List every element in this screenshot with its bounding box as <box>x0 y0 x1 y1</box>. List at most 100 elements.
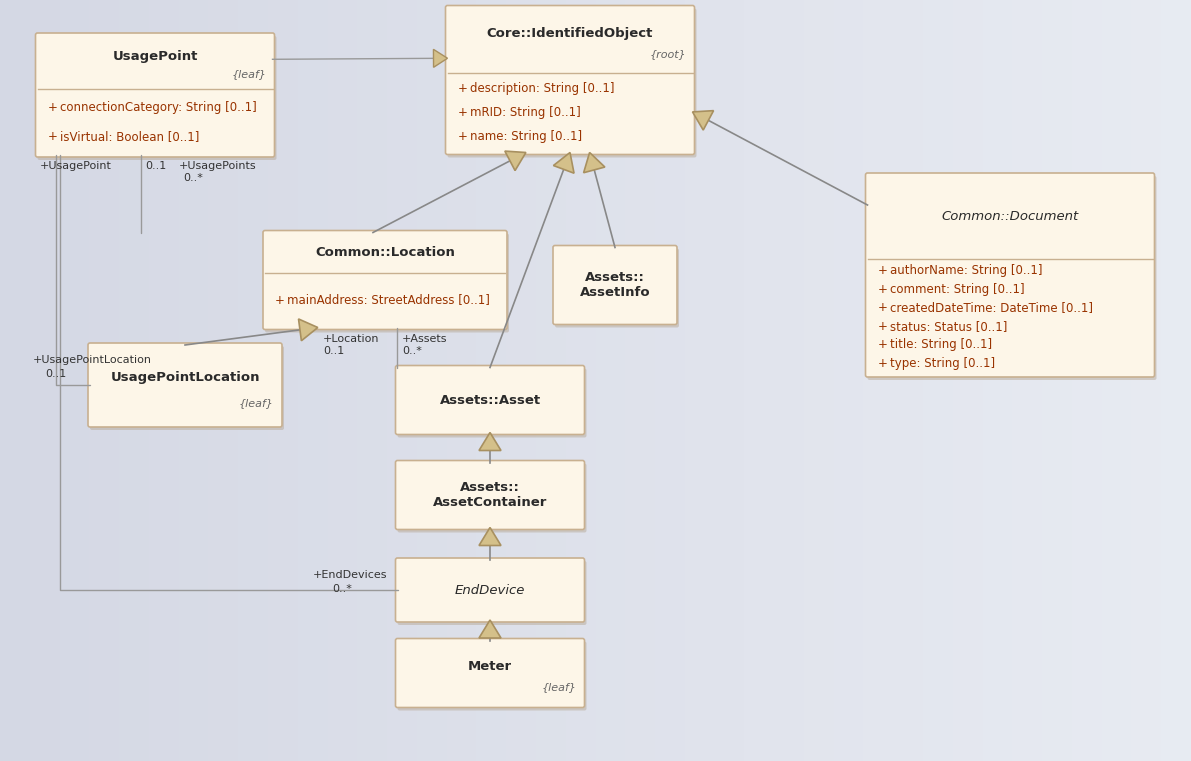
Text: +: + <box>878 320 887 333</box>
Text: 0..1: 0..1 <box>145 161 167 171</box>
Text: title: String [0..1]: title: String [0..1] <box>890 338 992 351</box>
FancyBboxPatch shape <box>867 176 1156 380</box>
FancyBboxPatch shape <box>553 246 676 324</box>
FancyBboxPatch shape <box>91 346 283 430</box>
Bar <box>655 0 686 761</box>
Bar <box>923 0 954 761</box>
Text: 0..*: 0..* <box>183 173 202 183</box>
FancyBboxPatch shape <box>448 8 697 158</box>
Text: +: + <box>457 106 467 119</box>
Polygon shape <box>479 432 501 451</box>
Bar <box>1042 0 1073 761</box>
Text: +: + <box>878 265 887 278</box>
Bar <box>863 0 894 761</box>
Bar <box>596 0 626 761</box>
Text: Assets::
AssetInfo: Assets:: AssetInfo <box>580 271 650 299</box>
Bar <box>983 0 1014 761</box>
Bar <box>417 0 448 761</box>
Text: 0..*: 0..* <box>403 345 422 355</box>
Bar <box>1131 0 1162 761</box>
Text: mRID: String [0..1]: mRID: String [0..1] <box>469 106 580 119</box>
FancyBboxPatch shape <box>263 231 507 330</box>
Text: 0..1: 0..1 <box>323 345 344 355</box>
Text: +EndDevices: +EndDevices <box>312 570 387 580</box>
Text: {leaf}: {leaf} <box>231 69 267 79</box>
FancyBboxPatch shape <box>445 5 694 154</box>
Text: authorName: String [0..1]: authorName: String [0..1] <box>890 265 1042 278</box>
FancyBboxPatch shape <box>88 343 282 427</box>
Text: {leaf}: {leaf} <box>542 683 576 693</box>
Text: +: + <box>878 357 887 370</box>
Text: 0..1: 0..1 <box>45 369 67 379</box>
FancyBboxPatch shape <box>398 463 586 533</box>
Polygon shape <box>554 152 574 174</box>
Bar <box>1072 0 1103 761</box>
Text: comment: String [0..1]: comment: String [0..1] <box>890 283 1024 296</box>
FancyBboxPatch shape <box>395 558 585 622</box>
Bar <box>30 0 61 761</box>
Text: Meter: Meter <box>468 660 512 673</box>
Text: +UsagePoints: +UsagePoints <box>179 161 256 171</box>
Bar <box>506 0 537 761</box>
Bar <box>536 0 567 761</box>
Text: +: + <box>48 130 57 143</box>
Text: Common::Location: Common::Location <box>316 246 455 259</box>
Bar <box>476 0 507 761</box>
Text: status: Status [0..1]: status: Status [0..1] <box>890 320 1006 333</box>
Text: +: + <box>457 130 467 143</box>
Polygon shape <box>479 620 501 638</box>
Text: type: String [0..1]: type: String [0..1] <box>890 357 994 370</box>
Bar <box>1012 0 1043 761</box>
FancyBboxPatch shape <box>398 368 586 438</box>
Bar <box>89 0 120 761</box>
Polygon shape <box>434 49 448 67</box>
FancyBboxPatch shape <box>266 234 509 333</box>
Bar <box>447 0 478 761</box>
Text: Common::Document: Common::Document <box>941 211 1079 224</box>
Bar <box>119 0 150 761</box>
Text: description: String [0..1]: description: String [0..1] <box>469 82 615 95</box>
Bar <box>179 0 210 761</box>
Bar <box>566 0 597 761</box>
Text: 0..*: 0..* <box>332 584 353 594</box>
Bar <box>804 0 835 761</box>
Text: +: + <box>878 338 887 351</box>
Bar <box>149 0 180 761</box>
FancyBboxPatch shape <box>395 638 585 708</box>
FancyBboxPatch shape <box>36 33 274 157</box>
Polygon shape <box>692 110 713 130</box>
Text: isVirtual: Boolean [0..1]: isVirtual: Boolean [0..1] <box>60 130 199 143</box>
Text: +: + <box>48 101 57 114</box>
Text: Assets::
AssetContainer: Assets:: AssetContainer <box>432 481 547 509</box>
Text: name: String [0..1]: name: String [0..1] <box>469 130 581 143</box>
Text: UsagePoint: UsagePoint <box>112 50 198 63</box>
Polygon shape <box>505 151 526 170</box>
Bar <box>1102 0 1133 761</box>
Bar <box>715 0 746 761</box>
Text: +Location: +Location <box>323 333 379 343</box>
Bar <box>298 0 329 761</box>
Text: Assets::Asset: Assets::Asset <box>439 393 541 406</box>
FancyBboxPatch shape <box>395 460 585 530</box>
FancyBboxPatch shape <box>398 642 586 711</box>
Bar <box>328 0 358 761</box>
Text: +: + <box>878 301 887 314</box>
Bar <box>238 0 269 761</box>
Bar <box>268 0 299 761</box>
FancyBboxPatch shape <box>398 561 586 625</box>
Text: +UsagePointLocation: +UsagePointLocation <box>32 355 151 365</box>
Polygon shape <box>479 527 501 546</box>
Text: +: + <box>878 283 887 296</box>
Bar <box>953 0 984 761</box>
Text: Core::IdentifiedObject: Core::IdentifiedObject <box>487 27 653 40</box>
Text: +Assets: +Assets <box>403 333 448 343</box>
FancyBboxPatch shape <box>37 36 276 160</box>
Bar <box>60 0 91 761</box>
Bar <box>774 0 805 761</box>
Text: UsagePointLocation: UsagePointLocation <box>111 371 260 384</box>
Polygon shape <box>584 152 605 173</box>
Bar <box>744 0 775 761</box>
FancyBboxPatch shape <box>395 365 585 435</box>
Bar <box>387 0 418 761</box>
Bar <box>834 0 865 761</box>
